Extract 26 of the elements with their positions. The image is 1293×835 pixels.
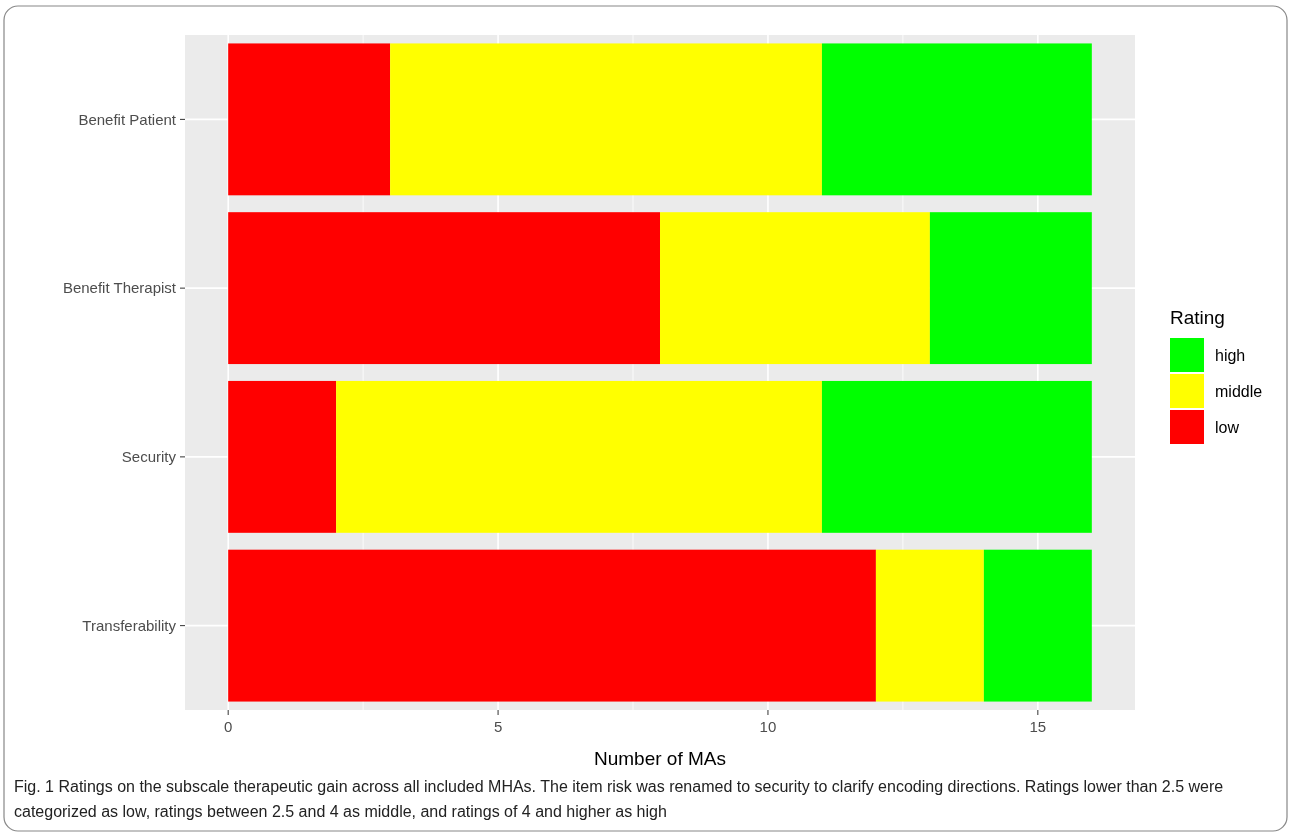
x-tick-label: 15 (1029, 718, 1047, 735)
x-axis-title: Number of MAs (594, 748, 726, 769)
bar (228, 380, 337, 533)
caption: Fig. 1 Ratings on the subscale therapeutic gain across all included MHAs. The item risk was renamed to security to clarify encoding directions. Ratings lower than 2.5 were categorized as low, ratings between 2.5 and 4 as middle, and ratings of 4 and higher as high (14, 778, 1224, 820)
legend-label: low (1215, 418, 1240, 436)
x-tick-label: 5 (493, 718, 503, 735)
bar (875, 549, 984, 702)
bar (983, 549, 1092, 702)
bar (390, 43, 822, 196)
bar (228, 212, 660, 365)
legend-label: high (1215, 346, 1246, 364)
bar (821, 380, 1092, 533)
x-tick-label: 0 (224, 718, 233, 735)
y-tick-label: Transferability (82, 616, 177, 634)
x-tick-label: 10 (759, 718, 777, 735)
bar (228, 43, 391, 196)
bar (336, 380, 822, 533)
bar (929, 212, 1092, 365)
y-tick-label: Security (121, 448, 177, 466)
bar (821, 43, 1092, 196)
bar (660, 212, 930, 365)
y-tick-label: Benefit Therapist (62, 279, 177, 297)
bar (228, 549, 876, 702)
y-tick-label: Benefit Patient (78, 110, 177, 128)
legend-label: middle (1215, 382, 1263, 400)
legend-title: Rating (1170, 307, 1225, 328)
